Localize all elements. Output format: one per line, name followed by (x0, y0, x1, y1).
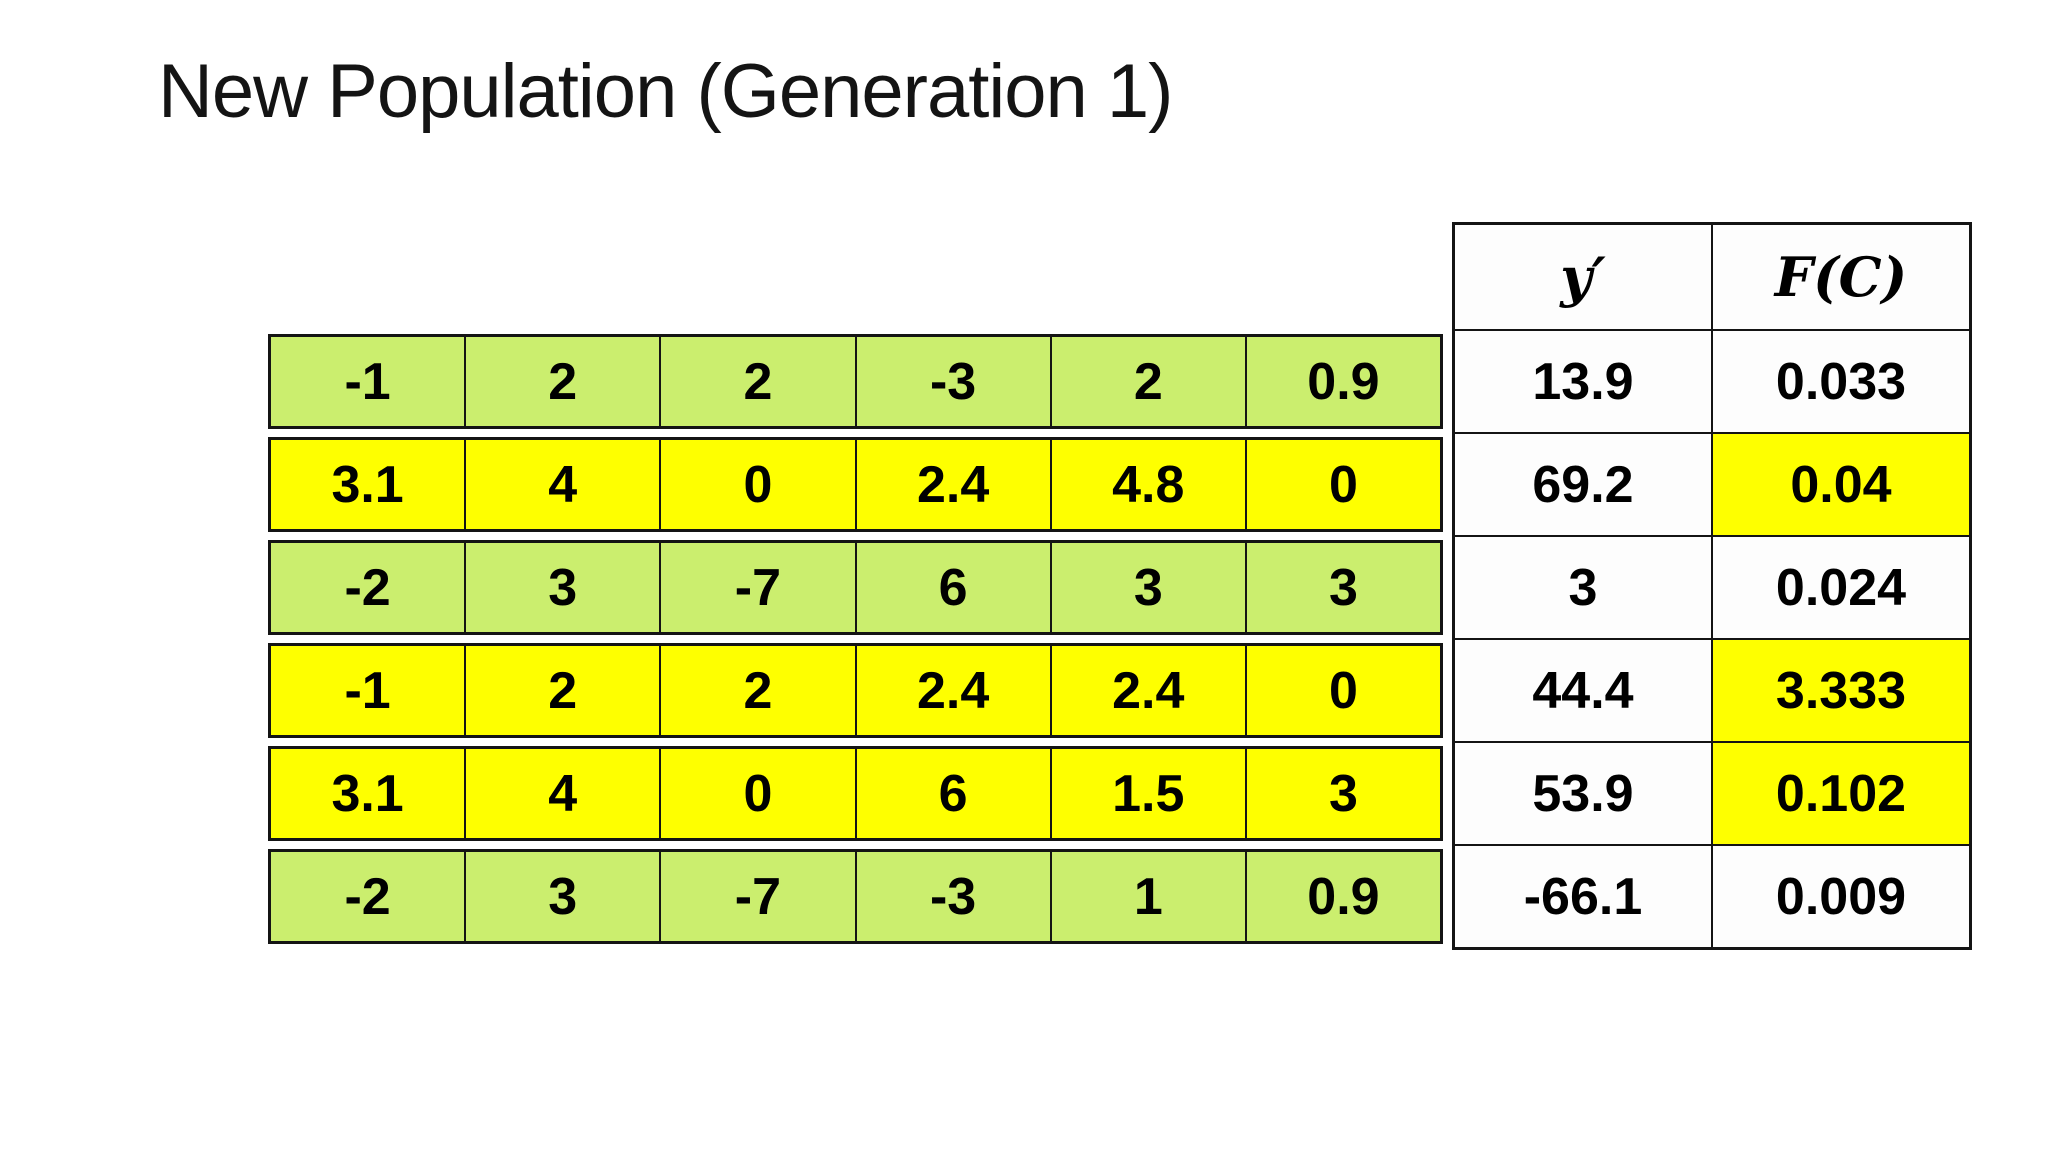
fc-cell: 0.033 (1711, 331, 1969, 432)
fc-cell: 0.102 (1711, 743, 1969, 844)
gene-cell: 2 (659, 337, 854, 426)
gene-cell: 0 (659, 749, 854, 838)
gene-cell: 4 (464, 749, 659, 838)
slide-title: New Population (Generation 1) (158, 49, 1173, 134)
gene-cell: 2.4 (854, 440, 1050, 529)
population-row: -2 3 -7 6 3 3 (268, 540, 1443, 635)
gene-cell: 1 (1049, 852, 1245, 941)
fitness-table: y′ F(C) 13.9 0.033 69.2 0.04 3 0.024 44.… (1452, 222, 1972, 950)
gene-cell: 2 (464, 337, 659, 426)
gene-cell: -3 (854, 337, 1050, 426)
gene-cell: 4.8 (1049, 440, 1245, 529)
gene-cell: 6 (854, 543, 1050, 632)
population-row: 3.1 4 0 2.4 4.8 0 (268, 437, 1443, 532)
gene-cell: 0.9 (1244, 852, 1440, 941)
fc-cell: 3.333 (1711, 640, 1969, 741)
gene-cell: 0 (1244, 646, 1440, 735)
gene-cell: 3.1 (331, 455, 404, 514)
yprime-cell: 13.9 (1455, 331, 1711, 432)
fitness-row: 13.9 0.033 (1455, 329, 1969, 432)
gene-cell: 2.4 (1049, 646, 1245, 735)
gene-cell: 3 (464, 852, 659, 941)
fitness-row: 53.9 0.102 (1455, 741, 1969, 844)
yprime-cell: -66.1 (1455, 846, 1711, 947)
gene-cell: 2.4 (854, 646, 1050, 735)
gene-cell: 0.9 (1244, 337, 1440, 426)
gene-cell: 0 (1244, 440, 1440, 529)
gene-cell: 3 (464, 543, 659, 632)
yprime-cell: 69.2 (1455, 434, 1711, 535)
fc-cell: 0.04 (1711, 434, 1969, 535)
gene-cell: 3.1 (331, 764, 404, 823)
gene-cell: 2 (464, 646, 659, 735)
yprime-cell: 53.9 (1455, 743, 1711, 844)
gene-cell: 3 (1244, 749, 1440, 838)
gene-cell: 1.5 (1049, 749, 1245, 838)
gene-cell: -1 (344, 352, 391, 411)
gene-cell: 2 (1049, 337, 1245, 426)
fc-cell: 0.009 (1711, 846, 1969, 947)
population-row: -2 3 -7 -3 1 0.9 (268, 849, 1443, 944)
fitness-row: 3 0.024 (1455, 535, 1969, 638)
gene-cell: 2 (659, 646, 854, 735)
gene-cell: 3 (1244, 543, 1440, 632)
yprime-cell: 44.4 (1455, 640, 1711, 741)
gene-cell: -7 (659, 543, 854, 632)
gene-cell: 0 (659, 440, 854, 529)
fitness-row: -66.1 0.009 (1455, 844, 1969, 947)
gene-cell: 6 (854, 749, 1050, 838)
population-table: -1 2 2 -3 2 0.9 3.1 4 0 2.4 4.8 0 -2 3 -… (268, 330, 1443, 948)
population-row: -1 2 2 -3 2 0.9 (268, 334, 1443, 429)
gene-cell: -3 (854, 852, 1050, 941)
gene-cell: 3 (1049, 543, 1245, 632)
gene-cell: -2 (344, 867, 391, 926)
population-row: -1 2 2 2.4 2.4 0 (268, 643, 1443, 738)
fitness-header-row: y′ F(C) (1455, 225, 1969, 329)
fitness-row: 69.2 0.04 (1455, 432, 1969, 535)
fitness-header-yprime: y′ (1455, 225, 1711, 329)
fc-cell: 0.024 (1711, 537, 1969, 638)
gene-cell: 4 (464, 440, 659, 529)
fitness-row: 44.4 3.333 (1455, 638, 1969, 741)
gene-cell: -1 (344, 661, 391, 720)
gene-cell: -7 (659, 852, 854, 941)
yprime-cell: 3 (1455, 537, 1711, 638)
gene-cell: -2 (344, 558, 391, 617)
fitness-header-fc: F(C) (1711, 225, 1969, 329)
population-row: 3.1 4 0 6 1.5 3 (268, 746, 1443, 841)
